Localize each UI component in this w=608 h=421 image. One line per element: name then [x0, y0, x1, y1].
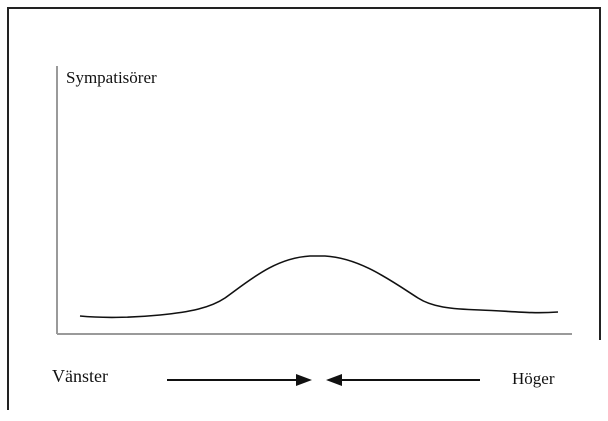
right-end-label: Höger: [512, 369, 555, 388]
distribution-curve: [79, 255, 559, 319]
right-arrowhead: [326, 374, 342, 386]
left-arrowhead: [296, 374, 312, 386]
left-end-label: Vänster: [52, 366, 108, 386]
frame-border: [7, 7, 601, 410]
y-axis-label: Sympatisörer: [66, 68, 157, 87]
